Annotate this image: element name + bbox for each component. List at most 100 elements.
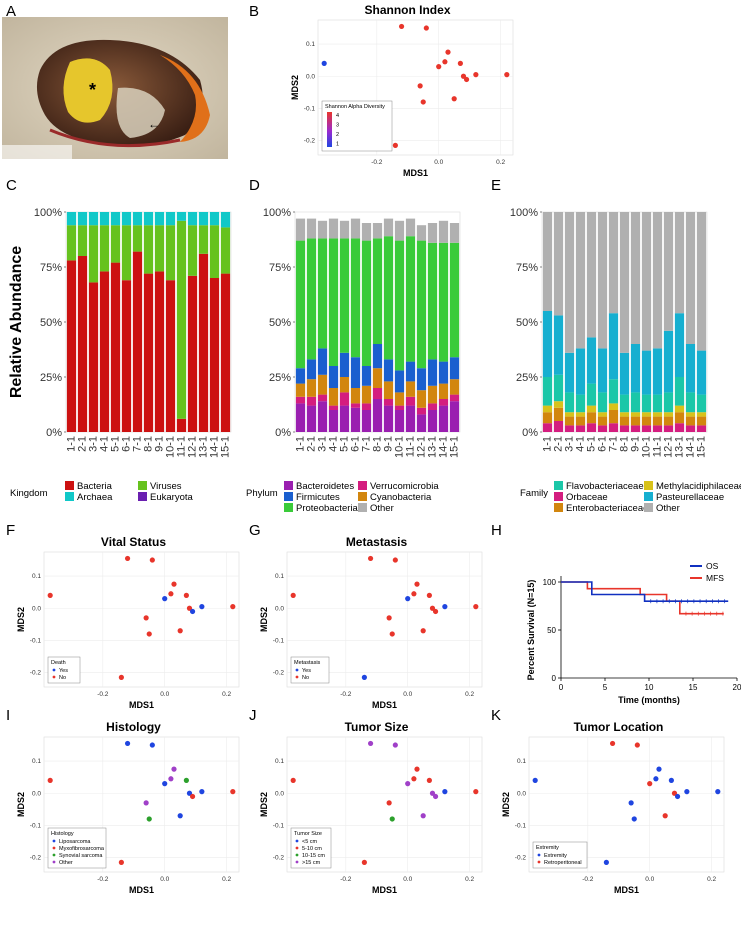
bar-segment xyxy=(176,220,187,419)
x-tick-label: 13-1 xyxy=(197,436,209,458)
bar-segment xyxy=(427,223,438,243)
x-tick-label: 11-1 xyxy=(175,436,187,457)
scatter-shannon: Shannon Index -0.2 0.0 0.2 0.1 0.0 -0.1 -0.2 MDS… xyxy=(290,3,514,178)
bar-segment xyxy=(674,212,685,314)
y-tick-label: -0.2 xyxy=(515,855,527,862)
bar-segment xyxy=(328,238,339,366)
y-axis-label: MDS2 xyxy=(259,792,269,817)
bar-segment xyxy=(438,220,449,243)
bar-segment xyxy=(674,423,685,432)
y-tick-label: 75% xyxy=(269,262,291,274)
data-point xyxy=(420,813,426,819)
bar-segment xyxy=(641,350,652,395)
bar-segment xyxy=(542,405,553,413)
bar-segment xyxy=(630,416,641,426)
bar-segment xyxy=(372,388,383,399)
y-tick-label: -0.1 xyxy=(30,637,42,644)
data-point xyxy=(429,790,436,796)
bar-segment xyxy=(553,315,564,375)
bar-segment xyxy=(553,374,564,402)
scatter-histology: Histology -0.2 0.0 0.2 0.1 0.0 -0.1 -0.2 MDS1 MDS… xyxy=(16,720,240,895)
x-tick-label: 0.0 xyxy=(403,691,412,698)
bar-segment xyxy=(220,227,231,274)
bar-segment xyxy=(361,410,372,432)
bar-segment xyxy=(350,388,361,404)
y-tick-label: -0.1 xyxy=(273,637,285,644)
data-point xyxy=(230,604,236,610)
bar-segment xyxy=(132,212,143,226)
data-point xyxy=(451,96,457,102)
legend-label: OS xyxy=(706,561,719,571)
legend-tick: 3 xyxy=(336,123,339,129)
bar-segment xyxy=(361,240,372,366)
data-point xyxy=(143,800,149,806)
x-tick-label: 5 xyxy=(603,683,608,692)
y-tick-label: 50% xyxy=(516,317,538,329)
bar-segment xyxy=(674,377,685,406)
x-tick-label: 2-1 xyxy=(552,436,564,452)
legend-label: Yes xyxy=(59,668,68,674)
bar-segment xyxy=(564,412,575,417)
bar-segment xyxy=(652,416,663,426)
data-point xyxy=(321,60,327,66)
bar-segment xyxy=(383,218,394,237)
legend-box xyxy=(532,841,588,869)
y-tick-label: 25% xyxy=(516,372,538,384)
bar-segment xyxy=(619,416,630,426)
bar-segment xyxy=(372,223,383,239)
legend-marker xyxy=(52,839,56,843)
x-tick-label: 0.2 xyxy=(465,691,474,698)
x-tick-label: 0.2 xyxy=(465,876,474,883)
bar-segment xyxy=(306,396,317,406)
legend-swatch xyxy=(358,492,367,501)
bar-segment xyxy=(416,390,427,408)
legend-label: Other xyxy=(656,503,680,514)
data-point xyxy=(361,674,367,680)
y-tick-label: 25% xyxy=(40,372,62,384)
panel-letters: A B C D E F G H I J K xyxy=(6,3,502,724)
bar-segment xyxy=(438,361,449,384)
bar-segment xyxy=(306,405,317,432)
abundance-bar-panels: 100%75%50%25%0%1-1 2-1 3-1 4-1 5-1 6-1 7-1 8-1 9… xyxy=(8,207,741,514)
data-point xyxy=(432,793,439,800)
bar-segment xyxy=(66,212,77,226)
data-point xyxy=(124,740,131,747)
data-point xyxy=(230,789,236,795)
data-point xyxy=(199,789,205,795)
y-tick-label: -0.2 xyxy=(30,670,42,677)
data-point xyxy=(162,596,168,602)
asterisk-marker: * xyxy=(89,80,96,100)
bar-segment xyxy=(176,418,187,432)
panel-letter-c: C xyxy=(6,177,17,194)
legend-label: No xyxy=(59,675,66,681)
x-tick-label: 6-1 xyxy=(596,436,608,452)
legend-swatch xyxy=(138,481,147,490)
bar-segment xyxy=(449,379,460,395)
bar-segment xyxy=(394,405,405,410)
legend-tick: 4 xyxy=(336,113,339,119)
bar-segment xyxy=(198,253,209,432)
legend-marker xyxy=(537,853,541,857)
x-tick-label: 6-1 xyxy=(349,436,361,452)
legend-label: Methylacidiphilaceae xyxy=(656,481,741,492)
bar-segment xyxy=(586,405,597,413)
bar-segment xyxy=(295,240,306,369)
x-axis-label: MDS1 xyxy=(372,885,397,895)
bar-segment xyxy=(350,357,361,388)
bar-segment xyxy=(586,383,597,406)
bar-segment xyxy=(575,212,586,349)
bar-segment xyxy=(696,412,707,417)
data-point xyxy=(389,816,395,822)
legend-label: Eukaryota xyxy=(150,492,193,503)
legend-title: Phylum xyxy=(246,488,278,499)
bar-segment xyxy=(77,212,88,226)
y-tick-label: 75% xyxy=(516,262,538,274)
y-tick-label: 0.1 xyxy=(517,758,526,765)
x-tick-label: -0.2 xyxy=(97,876,109,883)
panel-letter-i: I xyxy=(6,707,10,724)
y-tick-label: 0.1 xyxy=(275,758,284,765)
data-point xyxy=(367,740,374,747)
x-tick-label: 12-1 xyxy=(415,436,427,458)
data-point xyxy=(432,608,439,615)
survival-curve-panel: 0 5 10 15 20 100 50 0 Time (months) Percent Survi… xyxy=(526,561,741,705)
